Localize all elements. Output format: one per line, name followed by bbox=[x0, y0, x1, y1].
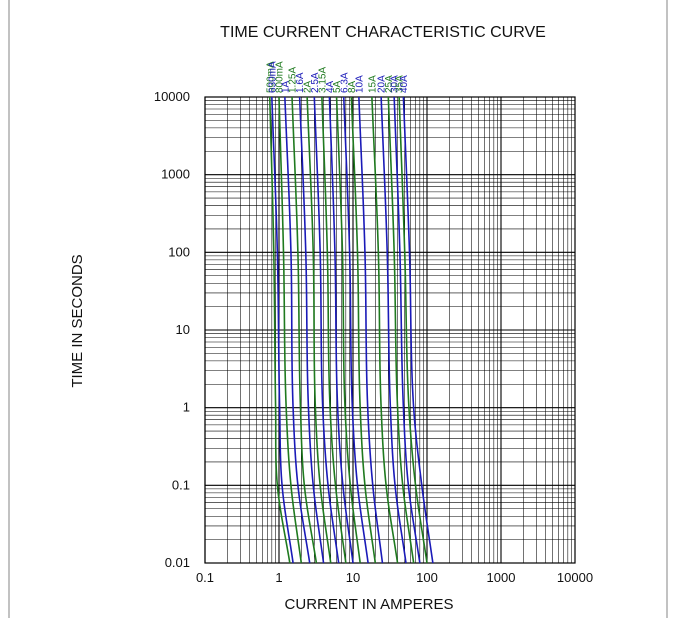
series-label: 630mA bbox=[267, 61, 278, 93]
curve-630ma bbox=[271, 96, 294, 564]
curve-1-25a bbox=[291, 96, 318, 564]
curve-800ma bbox=[278, 96, 303, 564]
curve-4a bbox=[328, 96, 354, 564]
curve-20a bbox=[380, 96, 407, 564]
series-label: 20A bbox=[377, 75, 388, 93]
series-label: 15A bbox=[367, 75, 378, 93]
x-axis-label: CURRENT IN AMPERES bbox=[285, 596, 454, 613]
curve-8a bbox=[350, 96, 377, 564]
series-label: 2A bbox=[303, 80, 314, 93]
series-label: 10A bbox=[354, 75, 365, 93]
chart-title: TIME CURRENT CHARACTERISTIC CURVE bbox=[220, 24, 546, 41]
y-tick-label: 0.1 bbox=[172, 477, 190, 492]
curve-3-15a bbox=[321, 96, 347, 564]
series-label: 3.15A bbox=[317, 67, 328, 93]
curve-2a bbox=[306, 96, 332, 564]
x-tick-label: 0.1 bbox=[196, 570, 214, 585]
curve-5a bbox=[335, 96, 361, 564]
plot-grid bbox=[204, 97, 575, 564]
x-tick-label: 1 bbox=[275, 570, 282, 585]
series-label: 1A bbox=[280, 80, 291, 93]
x-tick-label: 100 bbox=[416, 570, 438, 585]
y-tick-label: 1 bbox=[183, 400, 190, 415]
y-tick-label: 10 bbox=[176, 322, 190, 337]
curve-2-5a bbox=[313, 96, 340, 564]
series-label: 1.6A bbox=[295, 72, 306, 93]
plot-area-border bbox=[204, 96, 576, 564]
series-label: 6.3A bbox=[339, 72, 350, 93]
series-label: 2.5A bbox=[310, 72, 321, 93]
curve-15a bbox=[371, 96, 399, 564]
curve-1-6a bbox=[298, 96, 325, 564]
curve-10a bbox=[358, 96, 384, 564]
x-tick-label: 10000 bbox=[557, 570, 593, 585]
series-label: 1.25A bbox=[288, 67, 299, 93]
curve-500ma bbox=[268, 96, 291, 564]
y-tick-label: 1000 bbox=[161, 167, 190, 182]
curve-25a bbox=[387, 96, 415, 564]
y-tick-label: 10000 bbox=[154, 89, 190, 104]
fuse-curves bbox=[268, 96, 434, 564]
series-label: 8A bbox=[347, 80, 358, 93]
series-label: 25A bbox=[384, 75, 395, 93]
curve-30a bbox=[393, 96, 421, 564]
y-tick-label: 100 bbox=[168, 244, 190, 259]
curve-35a bbox=[398, 96, 428, 564]
x-tick-labels: 0.1 1 10 100 1000 10000 bbox=[196, 570, 593, 585]
curve-6-3a bbox=[342, 96, 369, 564]
series-label: 4A bbox=[325, 80, 336, 93]
x-tick-label: 10 bbox=[346, 570, 360, 585]
x-tick-label: 1000 bbox=[487, 570, 516, 585]
y-tick-label: 0.01 bbox=[165, 555, 190, 570]
series-label: 800mA bbox=[275, 61, 286, 93]
series-label: 35A bbox=[395, 75, 406, 93]
rating-labels: 500mA630mA800mA1A1.25A1.6A2A2.5A3.15A4A5… bbox=[265, 61, 410, 93]
curve-40a bbox=[402, 96, 434, 564]
y-tick-labels: 10000 1000 100 10 1 0.1 0.01 bbox=[154, 89, 190, 570]
y-axis-label: TIME IN SECONDS bbox=[69, 254, 86, 387]
series-label: 40A bbox=[399, 75, 410, 93]
series-label: 500mA bbox=[265, 61, 276, 93]
series-label: 5A bbox=[332, 80, 343, 93]
curve-1a bbox=[284, 96, 311, 564]
series-label: 30A bbox=[390, 75, 401, 93]
